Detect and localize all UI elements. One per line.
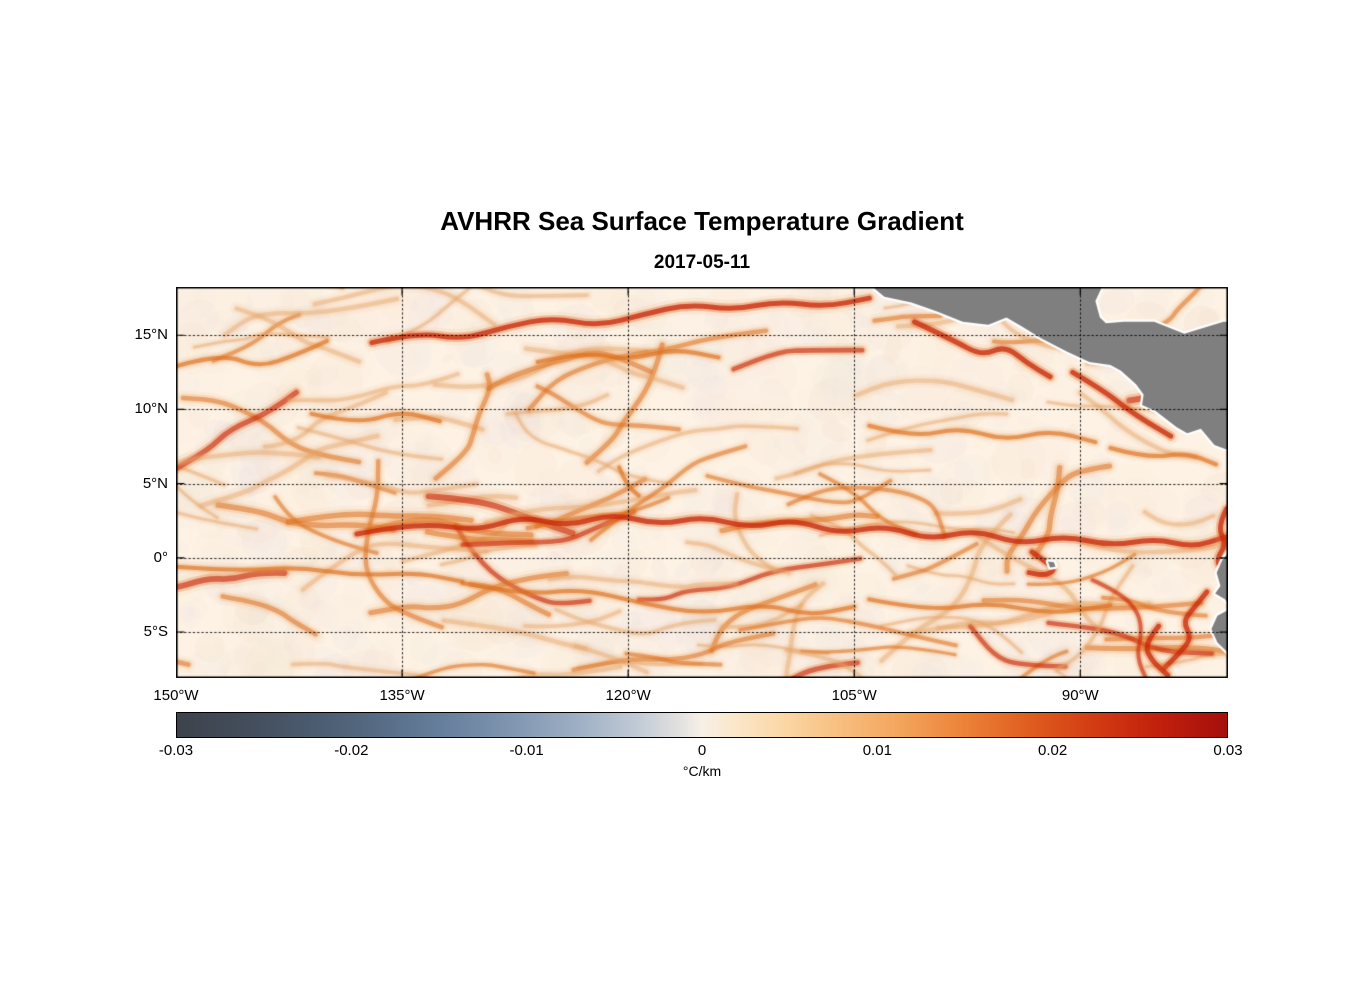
chart-title: AVHRR Sea Surface Temperature Gradient (440, 206, 964, 236)
sst-gradient-heatmap (176, 287, 1228, 678)
x-axis-tick-label: 135°W (379, 687, 425, 704)
y-axis-tick-label: 5°S (143, 623, 168, 640)
x-axis-tick-label: 150°W (153, 687, 199, 704)
colorbar-tick-label: 0 (697, 742, 707, 759)
chart-date: 2017-05-11 (653, 252, 751, 273)
y-axis-tick-label: 15°N (134, 326, 168, 344)
x-axis-tick-label: 120°W (605, 687, 651, 704)
colorbar-tick-label: -0.03 (158, 742, 194, 759)
colorbar-tick-label: -0.02 (334, 742, 369, 759)
map-plot-area (176, 287, 1228, 678)
x-axis-tick-label: 105°W (831, 687, 877, 704)
y-axis-tick-label: 5°N (142, 474, 168, 492)
colorbar-tick-label: 0.03 (1213, 742, 1243, 759)
colorbar (176, 712, 1228, 738)
colorbar-tick-label: -0.01 (509, 742, 544, 759)
y-axis-tick-label: 10°N (134, 400, 168, 418)
colorbar-units-label: °C/km (682, 763, 722, 779)
y-axis-tick-label: 0° (153, 548, 168, 566)
x-axis-tick-label: 90°W (1061, 687, 1099, 704)
colorbar-tick-label: 0.02 (1038, 742, 1068, 759)
colorbar-tick-label: 0.01 (862, 742, 892, 759)
